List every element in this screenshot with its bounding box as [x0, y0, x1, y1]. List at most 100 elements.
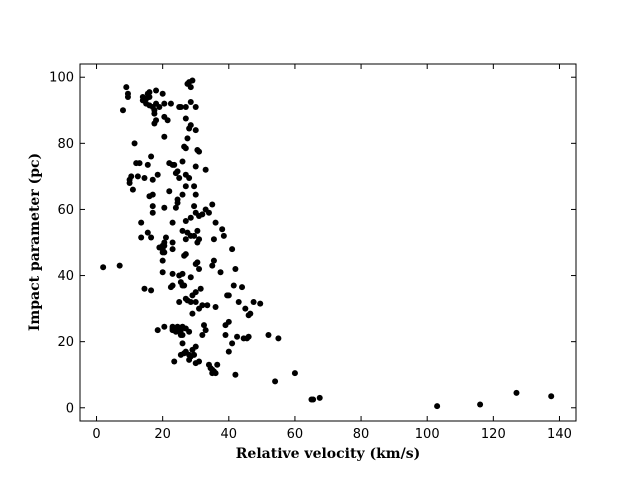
data-point — [209, 262, 216, 269]
data-point — [167, 100, 174, 107]
y-tick-label: 40 — [57, 269, 74, 284]
data-point — [149, 191, 156, 198]
data-point — [230, 282, 237, 289]
data-point — [191, 351, 198, 358]
data-point — [189, 77, 196, 84]
x-axis-ticks: 0 20 40 60 80 100 120 140 — [92, 64, 572, 442]
data-point — [434, 403, 441, 410]
data-point — [272, 378, 279, 385]
data-point — [219, 226, 226, 233]
data-point — [182, 145, 189, 152]
data-point — [153, 117, 160, 124]
data-point — [182, 218, 189, 225]
data-point — [134, 173, 141, 180]
y-tick-label: 60 — [57, 203, 74, 218]
data-point — [232, 371, 239, 378]
data-point — [222, 332, 229, 339]
data-point — [144, 161, 151, 168]
x-tick-label: 80 — [353, 427, 370, 442]
data-point — [196, 148, 203, 155]
data-point — [153, 87, 160, 94]
data-point — [202, 166, 209, 173]
data-point — [100, 264, 107, 271]
y-tick-label: 0 — [66, 401, 74, 416]
data-point — [136, 160, 143, 167]
data-point — [166, 188, 173, 195]
data-point — [156, 103, 163, 110]
data-point — [191, 183, 198, 190]
data-point — [235, 299, 242, 305]
data-point — [229, 246, 236, 253]
data-point — [161, 133, 168, 140]
data-point — [171, 161, 178, 168]
data-point — [225, 348, 232, 355]
data-point — [548, 393, 555, 400]
data-point — [123, 84, 130, 91]
data-point — [310, 396, 317, 403]
data-point — [477, 401, 484, 408]
x-tick-label: 0 — [92, 427, 100, 442]
data-point — [247, 310, 254, 317]
data-point — [169, 246, 176, 253]
data-point — [148, 287, 155, 294]
x-axis-label: Relative velocity (km/s) — [236, 446, 420, 462]
data-point — [148, 153, 155, 160]
data-point — [159, 257, 166, 264]
data-point — [196, 358, 203, 365]
data-point — [177, 103, 184, 110]
data-point — [212, 370, 219, 377]
data-point — [131, 140, 138, 147]
data-point — [250, 299, 257, 305]
data-point — [179, 270, 186, 277]
data-point — [138, 219, 145, 226]
data-point — [229, 340, 236, 347]
data-point — [146, 94, 153, 101]
data-point — [245, 333, 252, 340]
data-point — [199, 211, 206, 218]
data-point — [316, 394, 323, 401]
data-point — [179, 332, 186, 339]
data-point — [192, 163, 199, 170]
data-point — [187, 99, 194, 106]
data-point — [234, 333, 241, 340]
data-point — [176, 175, 183, 182]
data-point — [182, 236, 189, 243]
y-tick-label: 20 — [57, 335, 74, 350]
data-point — [194, 259, 201, 266]
data-point — [187, 299, 194, 305]
data-point — [201, 322, 207, 329]
data-point — [202, 327, 209, 334]
data-point — [149, 176, 156, 183]
data-point — [161, 249, 168, 256]
data-point — [146, 89, 153, 96]
data-point — [138, 234, 145, 241]
data-point — [232, 265, 239, 272]
data-point — [191, 203, 198, 210]
data-point — [220, 232, 227, 239]
data-point — [513, 389, 520, 396]
data-point — [174, 168, 181, 175]
data-point — [182, 103, 189, 110]
data-point — [225, 318, 232, 325]
data-point — [169, 282, 176, 289]
data-point — [164, 117, 171, 124]
x-tick-label: 60 — [287, 427, 304, 442]
x-tick-label: 140 — [547, 427, 572, 442]
data-point — [196, 236, 203, 243]
data-point — [194, 227, 201, 234]
data-point — [182, 183, 189, 190]
data-point — [162, 234, 169, 241]
data-point — [187, 122, 194, 129]
data-point — [151, 110, 158, 117]
data-point — [161, 204, 168, 211]
y-tick-label: 100 — [49, 71, 74, 86]
data-point — [257, 300, 264, 307]
data-point — [141, 175, 148, 182]
y-axis-ticks: 0 20 40 60 80 100 — [49, 71, 576, 416]
data-point — [128, 173, 135, 180]
data-point — [242, 305, 249, 312]
data-point — [169, 219, 176, 226]
data-point — [192, 103, 199, 110]
plot-frame — [79, 63, 577, 422]
